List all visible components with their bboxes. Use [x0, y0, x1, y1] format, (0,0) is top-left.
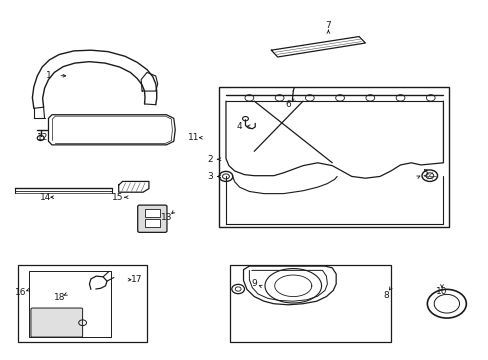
FancyBboxPatch shape [31, 308, 82, 337]
Text: 10: 10 [435, 287, 447, 296]
Bar [144, 210, 160, 217]
Text: 16: 16 [16, 288, 27, 297]
Text: 6: 6 [285, 100, 291, 109]
Text: 13: 13 [161, 213, 172, 222]
Text: 9: 9 [251, 279, 257, 288]
Text: 3: 3 [207, 172, 213, 181]
Text: 11: 11 [187, 133, 199, 142]
Text: 8: 8 [382, 291, 388, 300]
Text: 5: 5 [421, 169, 427, 178]
FancyBboxPatch shape [138, 205, 166, 232]
Bar [29, 271, 111, 337]
Text: 4: 4 [236, 122, 242, 131]
Text: 15: 15 [112, 193, 123, 202]
Bar [18, 265, 147, 342]
Bar [229, 265, 390, 342]
Text: 17: 17 [130, 275, 142, 284]
Bar [144, 220, 160, 227]
Text: 12: 12 [37, 133, 48, 142]
Text: 14: 14 [40, 193, 51, 202]
Text: 2: 2 [207, 155, 213, 164]
Text: 7: 7 [325, 21, 330, 30]
Bar [219, 87, 448, 227]
Text: 18: 18 [53, 293, 65, 302]
Text: 1: 1 [45, 71, 51, 80]
